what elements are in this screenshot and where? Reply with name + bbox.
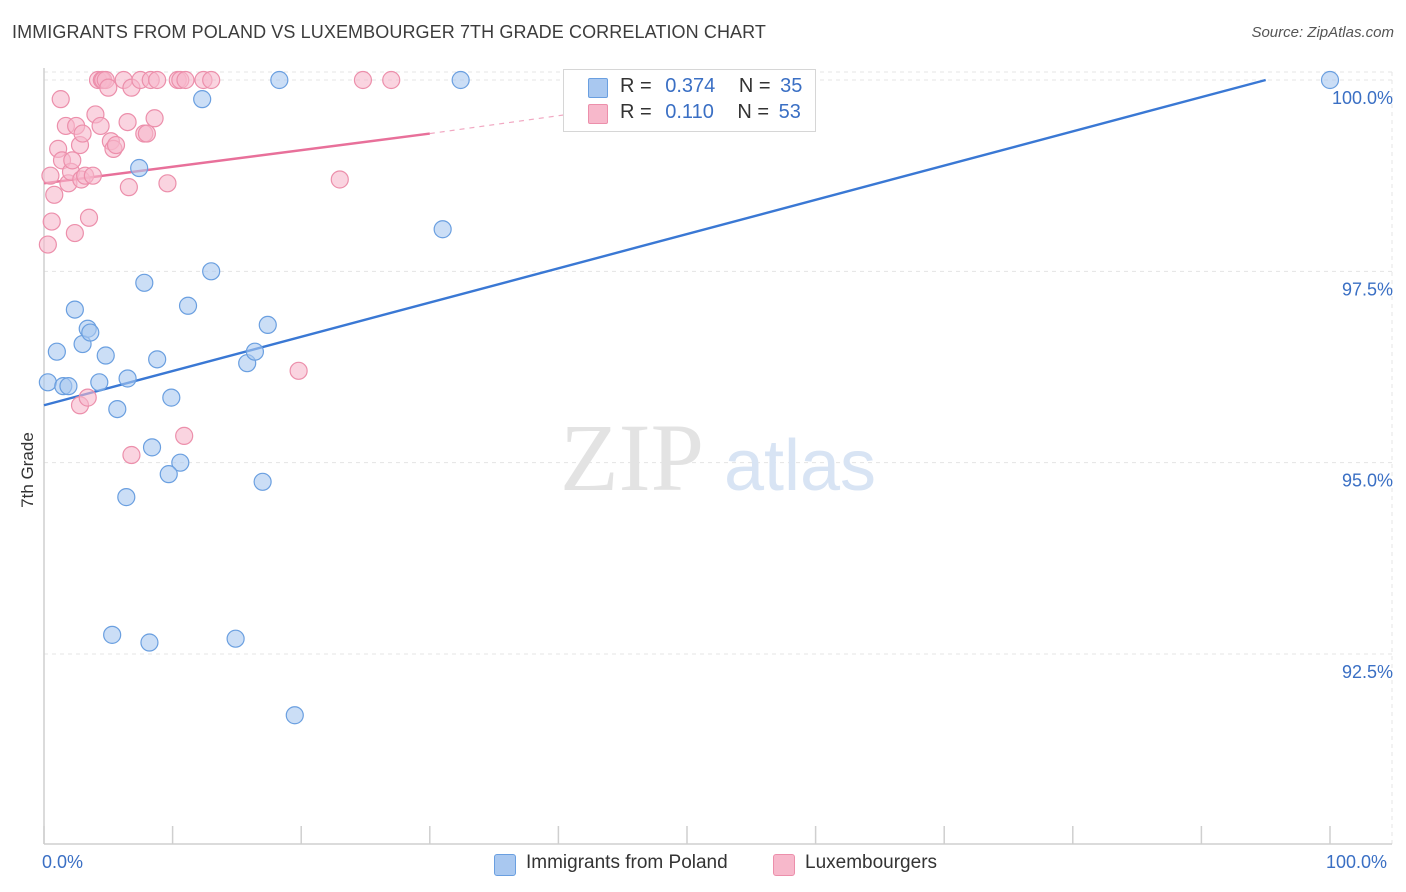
point-poland	[47, 342, 66, 361]
legend-r-value: 0.374	[665, 75, 716, 97]
point-luxembourg	[73, 124, 92, 143]
point-poland	[59, 377, 78, 396]
point-poland	[65, 300, 84, 319]
legend-n-value: 53	[778, 101, 801, 123]
point-luxembourg	[78, 388, 97, 407]
point-poland	[81, 323, 100, 342]
source-label: Source: ZipAtlas.com	[1251, 24, 1394, 41]
y-tick-label: 97.5%	[1342, 279, 1393, 299]
point-poland	[103, 625, 122, 644]
point-poland	[142, 438, 162, 457]
point-poland	[253, 472, 272, 491]
legend-n-label: N =	[738, 75, 771, 97]
point-poland	[90, 373, 109, 392]
legend-swatch-luxembourg	[588, 104, 608, 124]
point-luxembourg	[45, 185, 64, 204]
point-poland	[130, 158, 149, 178]
point-poland	[1320, 70, 1340, 90]
point-poland	[285, 706, 304, 725]
point-poland	[178, 296, 198, 315]
point-luxembourg	[353, 70, 373, 90]
point-poland	[159, 465, 178, 484]
point-poland	[135, 273, 154, 292]
legend-n-label: N =	[737, 101, 770, 123]
point-luxembourg	[91, 116, 110, 136]
point-luxembourg	[158, 174, 177, 193]
point-poland	[245, 342, 265, 361]
point-luxembourg	[51, 90, 70, 109]
data-points	[38, 70, 1340, 725]
x-tick-label-end: 100.0%	[1326, 852, 1388, 872]
point-poland	[451, 70, 470, 90]
point-poland	[202, 262, 221, 281]
point-luxembourg	[106, 135, 126, 155]
point-luxembourg	[176, 70, 195, 90]
y-tick-label: 95.0%	[1342, 471, 1393, 491]
point-luxembourg	[118, 112, 137, 132]
point-poland	[270, 70, 289, 90]
axes	[43, 68, 1392, 845]
point-poland	[193, 90, 212, 109]
gridlines	[44, 71, 1393, 844]
point-poland	[433, 220, 452, 239]
point-luxembourg	[38, 235, 57, 254]
point-luxembourg	[330, 170, 349, 189]
point-luxembourg	[41, 166, 60, 185]
trend-line-luxembourg	[43, 132, 430, 185]
point-poland	[108, 399, 127, 419]
legend-r-value: 0.110	[665, 101, 714, 123]
point-poland	[148, 350, 167, 369]
watermark: ZIP atlas	[560, 404, 876, 511]
point-poland	[140, 633, 159, 652]
series-legend: Immigrants from Poland Luxembourgers	[0, 852, 1406, 878]
point-luxembourg	[42, 212, 61, 231]
point-luxembourg	[79, 208, 99, 227]
y-axis-label: 7th Grade	[18, 432, 37, 508]
legend-text-poland: R = 0.374 N = 35	[620, 75, 802, 98]
point-luxembourg	[65, 223, 84, 243]
legend-n-value: 35	[780, 75, 803, 97]
x-tick-label-start: 0.0%	[42, 852, 84, 872]
legend-swatch-poland	[588, 78, 608, 98]
point-poland	[118, 369, 137, 388]
series-swatch-poland	[494, 854, 516, 876]
point-poland	[226, 629, 245, 648]
point-luxembourg	[83, 166, 102, 185]
point-luxembourg	[137, 124, 156, 143]
y-tick-label: 100.0%	[1332, 88, 1393, 108]
point-luxembourg	[119, 178, 138, 197]
watermark-zip: ZIP	[560, 404, 704, 511]
watermark-atlas: atlas	[724, 426, 876, 506]
legend-r-label: R =	[620, 75, 652, 97]
point-luxembourg	[382, 70, 401, 90]
series-label-poland: Immigrants from Poland	[526, 852, 728, 873]
legend-text-luxembourg: R = 0.110 N = 53	[620, 101, 801, 124]
series-label-luxembourg: Luxembourgers	[805, 852, 938, 873]
y-tick-label: 92.5%	[1342, 662, 1393, 682]
point-poland	[171, 453, 190, 472]
point-luxembourg	[63, 151, 82, 170]
legend-r-label: R =	[620, 101, 652, 123]
point-luxembourg	[175, 426, 194, 445]
point-poland	[117, 488, 136, 507]
point-luxembourg	[148, 70, 167, 90]
point-poland	[258, 315, 277, 335]
chart-title: IMMIGRANTS FROM POLAND VS LUXEMBOURGER 7…	[12, 22, 767, 42]
point-poland	[96, 346, 115, 365]
series-swatch-luxembourg	[773, 854, 795, 876]
point-poland	[38, 373, 57, 392]
point-poland	[162, 388, 181, 407]
point-luxembourg	[122, 445, 141, 465]
correlation-legend: R = 0.374 N = 35 R = 0.110 N = 53	[563, 69, 816, 132]
point-luxembourg	[202, 70, 221, 90]
point-luxembourg	[145, 109, 164, 128]
trend-line-luxembourg-extension	[429, 111, 585, 135]
point-luxembourg	[99, 78, 118, 97]
y-tick-labels: 100.0% 97.5% 95.0% 92.5%	[1332, 88, 1393, 682]
point-luxembourg	[289, 361, 308, 380]
